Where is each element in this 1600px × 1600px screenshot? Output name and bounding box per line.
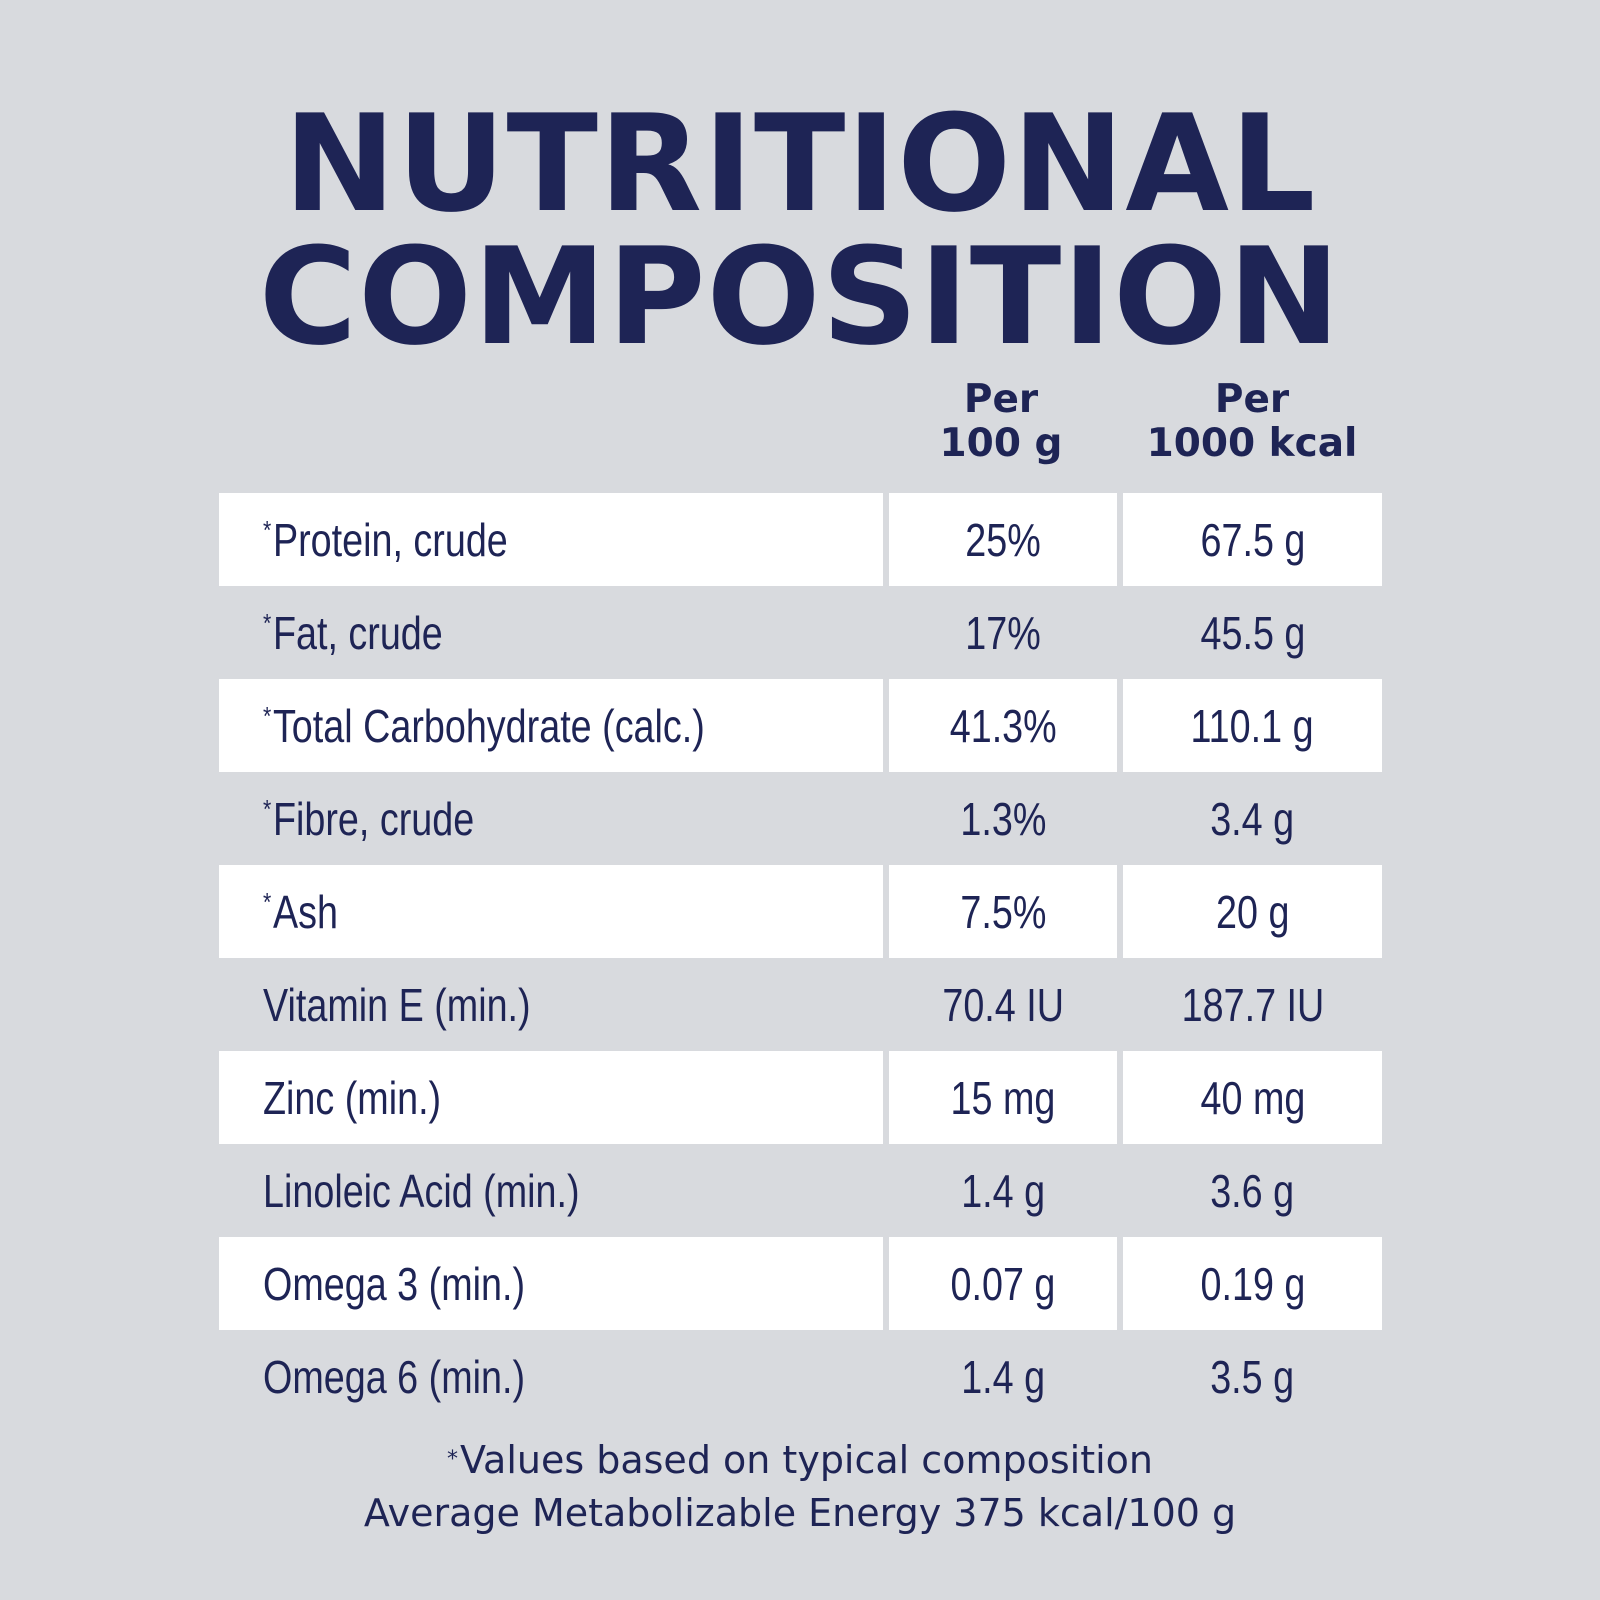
footnote-metabolizable-energy: Average Metabolizable Energy 375 kcal/10… bbox=[363, 1491, 1237, 1535]
value-per-100g-text: 25% bbox=[965, 513, 1041, 566]
value-per-1000kcal: 187.7 IU bbox=[1123, 958, 1382, 1051]
value-per-1000kcal: 20 g bbox=[1123, 865, 1382, 958]
value-per-1000kcal-text: 40 mg bbox=[1200, 1071, 1305, 1124]
value-per-100g: 15 mg bbox=[889, 1051, 1117, 1144]
value-per-100g: 1.4 g bbox=[889, 1144, 1117, 1237]
nutrient-name: Omega 6 (min.) bbox=[263, 1350, 526, 1403]
footnote-typical-composition: *Values based on typical composition bbox=[0, 1434, 1600, 1486]
nutrient-name: Fat, crude bbox=[272, 606, 443, 659]
column-header-per-1000kcal-line-2: 1000 kcal bbox=[1146, 421, 1358, 466]
value-per-100g-text: 1.4 g bbox=[961, 1350, 1045, 1403]
column-header-per-1000kcal: Per 1000 kcal bbox=[1122, 378, 1382, 466]
value-per-100g-text: 17% bbox=[965, 606, 1041, 659]
nutrient-label: *Fibre, crude bbox=[219, 772, 883, 865]
value-per-1000kcal-text: 67.5 g bbox=[1200, 513, 1305, 566]
nutrient-name: Total Carbohydrate (calc.) bbox=[272, 699, 705, 752]
nutrient-name: Omega 3 (min.) bbox=[263, 1257, 526, 1310]
footnote-marker: * bbox=[447, 1447, 458, 1472]
nutrition-table: *Protein, crude 25% 67.5 g *Fat, crude 1… bbox=[219, 493, 1382, 1423]
table-row: *Ash 7.5% 20 g bbox=[219, 865, 1382, 958]
value-per-1000kcal-text: 110.1 g bbox=[1190, 699, 1315, 752]
value-per-1000kcal: 45.5 g bbox=[1123, 586, 1382, 679]
table-row: Omega 6 (min.) 1.4 g 3.5 g bbox=[219, 1330, 1382, 1423]
footnote-marker: * bbox=[263, 514, 272, 545]
page-title-line-2: COMPOSITION bbox=[258, 219, 1342, 375]
nutrient-label: Omega 3 (min.) bbox=[219, 1237, 883, 1330]
nutrient-name: Linoleic Acid (min.) bbox=[263, 1164, 580, 1217]
page-title-line-1: NUTRITIONAL bbox=[283, 86, 1317, 242]
value-per-100g-text: 70.4 IU bbox=[942, 978, 1064, 1031]
nutrient-name: Zinc (min.) bbox=[263, 1071, 442, 1124]
value-per-1000kcal: 3.4 g bbox=[1123, 772, 1382, 865]
table-row: Linoleic Acid (min.) 1.4 g 3.6 g bbox=[219, 1144, 1382, 1237]
value-per-100g: 17% bbox=[889, 586, 1117, 679]
value-per-1000kcal: 67.5 g bbox=[1123, 493, 1382, 586]
table-row: *Protein, crude 25% 67.5 g bbox=[219, 493, 1382, 586]
value-per-1000kcal: 0.19 g bbox=[1123, 1237, 1382, 1330]
value-per-100g-text: 7.5% bbox=[959, 885, 1046, 938]
column-header-per-100g: Per 100 g bbox=[888, 378, 1114, 466]
nutrient-name: Vitamin E (min.) bbox=[263, 978, 531, 1031]
nutrient-label: *Ash bbox=[219, 865, 883, 958]
footnote-marker: * bbox=[263, 700, 272, 731]
footnote-text: Values based on typical composition bbox=[460, 1438, 1153, 1482]
nutrient-name: Ash bbox=[272, 885, 338, 938]
nutrient-name: Protein, crude bbox=[272, 513, 508, 566]
table-row: Omega 3 (min.) 0.07 g 0.19 g bbox=[219, 1237, 1382, 1330]
footnote-marker: * bbox=[263, 607, 272, 638]
nutrient-label: *Protein, crude bbox=[219, 493, 883, 586]
value-per-100g: 70.4 IU bbox=[889, 958, 1117, 1051]
table-row: *Fibre, crude 1.3% 3.4 g bbox=[219, 772, 1382, 865]
table-row: *Fat, crude 17% 45.5 g bbox=[219, 586, 1382, 679]
value-per-1000kcal: 110.1 g bbox=[1123, 679, 1382, 772]
column-header-per-100g-line-1: Per bbox=[963, 377, 1039, 422]
column-header-per-100g-line-2: 100 g bbox=[939, 421, 1063, 466]
value-per-1000kcal-text: 3.5 g bbox=[1210, 1350, 1295, 1403]
value-per-1000kcal-text: 3.4 g bbox=[1210, 792, 1295, 845]
value-per-100g-text: 0.07 g bbox=[950, 1257, 1056, 1310]
value-per-1000kcal: 3.6 g bbox=[1123, 1144, 1382, 1237]
value-per-100g: 0.07 g bbox=[889, 1237, 1117, 1330]
column-header-per-1000kcal-line-1: Per bbox=[1214, 377, 1290, 422]
nutrient-label: *Total Carbohydrate (calc.) bbox=[219, 679, 883, 772]
value-per-100g: 1.4 g bbox=[889, 1330, 1117, 1423]
value-per-1000kcal-text: 187.7 IU bbox=[1181, 978, 1324, 1031]
value-per-1000kcal-text: 0.19 g bbox=[1200, 1257, 1305, 1310]
footnote-marker: * bbox=[263, 886, 272, 917]
nutrient-label: *Fat, crude bbox=[219, 586, 883, 679]
value-per-100g: 25% bbox=[889, 493, 1117, 586]
footnote-marker: * bbox=[263, 793, 272, 824]
value-per-1000kcal: 40 mg bbox=[1123, 1051, 1382, 1144]
value-per-1000kcal: 3.5 g bbox=[1123, 1330, 1382, 1423]
value-per-100g: 1.3% bbox=[889, 772, 1117, 865]
nutrient-name: Fibre, crude bbox=[272, 792, 475, 845]
table-row: Zinc (min.) 15 mg 40 mg bbox=[219, 1051, 1382, 1144]
value-per-100g-text: 1.4 g bbox=[961, 1164, 1045, 1217]
value-per-100g: 41.3% bbox=[889, 679, 1117, 772]
value-per-1000kcal-text: 45.5 g bbox=[1200, 606, 1305, 659]
value-per-100g-text: 1.3% bbox=[959, 792, 1046, 845]
value-per-100g-text: 41.3% bbox=[949, 699, 1057, 752]
nutrient-label: Vitamin E (min.) bbox=[219, 958, 883, 1051]
value-per-1000kcal-text: 3.6 g bbox=[1210, 1164, 1295, 1217]
nutrient-label: Linoleic Acid (min.) bbox=[219, 1144, 883, 1237]
nutrient-label: Zinc (min.) bbox=[219, 1051, 883, 1144]
value-per-100g-text: 15 mg bbox=[950, 1071, 1056, 1124]
table-row: *Total Carbohydrate (calc.) 41.3% 110.1 … bbox=[219, 679, 1382, 772]
nutrient-label: Omega 6 (min.) bbox=[219, 1330, 883, 1423]
value-per-1000kcal-text: 20 g bbox=[1215, 885, 1290, 938]
value-per-100g: 7.5% bbox=[889, 865, 1117, 958]
table-row: Vitamin E (min.) 70.4 IU 187.7 IU bbox=[219, 958, 1382, 1051]
